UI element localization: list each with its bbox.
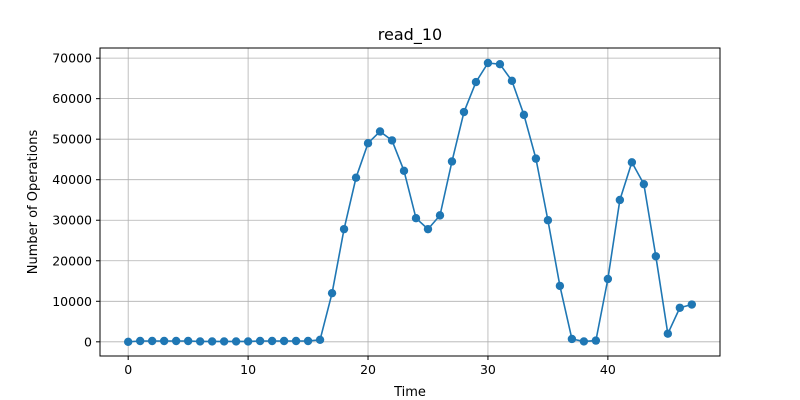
plot-frame [99,47,721,357]
data-point [411,214,421,223]
data-point [615,195,625,205]
data-point [183,336,193,346]
y-tick-label: 30000 [52,213,92,228]
data-point [495,60,505,69]
data-point [591,336,601,345]
y-tick-label: 20000 [52,253,92,268]
data-point [579,337,589,346]
x-tick-label: 30 [480,362,496,377]
data-point [663,329,673,338]
data-point [471,77,481,87]
data-point [447,157,457,166]
series-markers [123,58,697,347]
data-point [531,154,541,163]
y-axis-label: Number of Operations [26,130,41,275]
data-point [123,337,133,347]
data-point [387,136,397,145]
data-point [327,288,337,298]
data-point [303,336,313,346]
data-point [543,216,553,225]
data-point [339,224,349,234]
data-point [459,107,469,117]
x-tick-label: 10 [240,362,256,377]
data-point [507,76,517,86]
y-tick-label: 10000 [52,294,92,309]
data-point [171,336,181,346]
data-point [375,127,385,136]
data-point [315,335,325,344]
x-tick-label: 20 [360,362,376,377]
data-point [207,337,217,346]
x-tick-label: 40 [600,362,616,377]
data-point [231,337,241,346]
data-point [279,336,289,346]
data-point [195,337,205,346]
y-tick-label: 70000 [52,51,92,66]
data-point [519,110,529,120]
data-point [435,211,445,220]
data-point [567,334,577,344]
data-point [363,139,373,148]
chart-title: read_10 [378,25,442,45]
x-axis-label: Time [393,385,426,400]
data-point [687,300,697,309]
data-point [135,336,145,346]
y-tick-label: 40000 [52,172,92,187]
data-point [399,166,409,175]
data-point [291,336,301,346]
y-tick-label: 60000 [52,91,92,106]
data-point [555,281,565,291]
data-point [483,58,493,68]
data-point [675,303,685,312]
data-point [219,337,229,346]
data-point [267,336,277,346]
data-point [639,179,649,189]
axis-ticks: 0 10 20 30 40 0 10000 20000 30000 40000 50000 60000… [52,51,616,377]
data-point [423,224,433,234]
data-point [351,173,361,182]
data-point [627,158,637,167]
data-point [603,274,613,284]
data-point [255,336,265,346]
data-point [147,336,157,346]
data-point [243,337,253,346]
y-tick-label: 50000 [52,132,92,147]
data-point [159,336,169,346]
data-point [651,252,661,261]
y-tick-label: 0 [84,334,92,349]
x-tick-label: 0 [124,362,132,377]
